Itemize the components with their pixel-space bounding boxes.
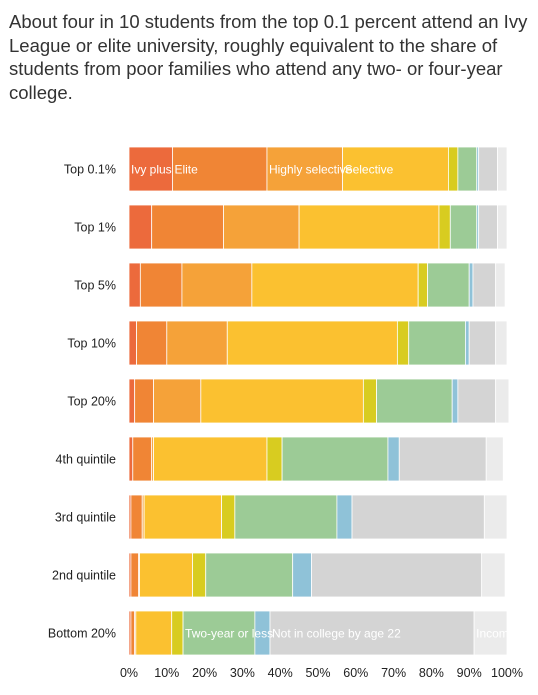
bar-segment <box>457 378 497 424</box>
segment-label: Highly selective <box>269 163 353 177</box>
x-tick-label: 50% <box>305 666 330 680</box>
bar-segment <box>481 552 506 598</box>
bar-segment <box>495 378 510 424</box>
bar-segment <box>135 610 173 656</box>
bar-segment <box>266 146 343 192</box>
bar-segment <box>143 494 223 540</box>
category-label: Top 20% <box>67 395 116 409</box>
bar-segment <box>396 320 410 366</box>
bar-segment <box>223 204 300 250</box>
bar-segment <box>298 204 440 250</box>
category-label: 2nd quintile <box>52 569 116 583</box>
bar-segment <box>134 378 154 424</box>
segment-label: Ivy plus <box>131 163 172 177</box>
bar-segment <box>139 552 193 598</box>
segment-label: Selective <box>345 163 394 177</box>
bar-segment <box>497 204 508 250</box>
chart-headline: About four in 10 students from the top 0… <box>9 11 528 103</box>
bar-segment <box>495 262 506 308</box>
bar-segment <box>483 494 508 540</box>
x-tick-label: 40% <box>268 666 293 680</box>
bar-segment <box>128 262 141 308</box>
bar-segment <box>130 610 136 656</box>
category-label: Top 1% <box>74 221 116 235</box>
bar-segment <box>136 320 168 366</box>
bar-segment <box>172 146 268 192</box>
bar-segment <box>468 320 497 366</box>
x-tick-label: 0% <box>120 666 138 680</box>
bar-segment <box>128 378 136 424</box>
bar-segment <box>130 552 139 598</box>
x-tick-label: 60% <box>343 666 368 680</box>
bar-segment <box>408 320 466 366</box>
bar-segment <box>478 204 498 250</box>
x-tick-label: 90% <box>457 666 482 680</box>
bar-segment <box>292 552 312 598</box>
bar-segment <box>151 204 224 250</box>
category-label: 4th quintile <box>56 453 117 467</box>
segment-label: Elite <box>174 163 198 177</box>
bar-segment <box>311 552 483 598</box>
segment-label: Not in college by age 22 <box>272 627 401 641</box>
bar-segment <box>139 262 183 308</box>
bar-segment <box>362 378 377 424</box>
segment-label: Two-year or less <box>185 627 273 641</box>
bar-segment <box>485 436 504 482</box>
bar-segment <box>205 552 294 598</box>
x-tick-label: 100% <box>491 666 523 680</box>
x-tick-label: 30% <box>230 666 255 680</box>
bar-segment <box>166 320 228 366</box>
bar-segment <box>376 378 453 424</box>
x-tick-label: 10% <box>154 666 179 680</box>
bar-segment <box>427 262 470 308</box>
bar-segment <box>132 436 153 482</box>
bar-segment <box>438 204 451 250</box>
x-tick-label: 70% <box>381 666 406 680</box>
bar-segment <box>449 204 478 250</box>
bar-segment <box>130 494 143 540</box>
bar-segment <box>251 262 419 308</box>
bar-segment <box>266 436 283 482</box>
bar-segment <box>465 320 470 366</box>
bar-segment <box>468 262 474 308</box>
bar-segment <box>497 146 508 192</box>
bar-segment <box>281 436 389 482</box>
bar-segment <box>351 494 485 540</box>
bar-segment <box>200 378 364 424</box>
bar-segment <box>336 494 353 540</box>
category-label: Top 0.1% <box>64 163 116 177</box>
bar-segment <box>171 610 184 656</box>
bar-segment <box>234 494 338 540</box>
bar-segment <box>451 378 459 424</box>
bar-segment <box>473 610 508 656</box>
bar-segment <box>472 262 497 308</box>
category-label: Top 10% <box>67 337 116 351</box>
bar-segment <box>398 436 487 482</box>
bar-segment <box>448 146 459 192</box>
segment-label: Incomplete <box>476 627 535 641</box>
category-label: Top 5% <box>74 279 116 293</box>
bar-segment <box>128 204 153 250</box>
bar-segment <box>181 262 253 308</box>
bar-segment <box>478 146 498 192</box>
bar-segment <box>182 610 256 656</box>
bar-segment <box>192 552 207 598</box>
bar-segment <box>128 320 137 366</box>
bar-segment <box>221 494 236 540</box>
bar-segment <box>387 436 400 482</box>
bar-segment <box>226 320 398 366</box>
bar-segment <box>269 610 475 656</box>
x-tick-label: 80% <box>419 666 444 680</box>
x-tick-label: 20% <box>192 666 217 680</box>
bar-segment <box>342 146 449 192</box>
category-label: Bottom 20% <box>48 627 116 641</box>
bar-segment <box>457 146 478 192</box>
category-label: 3rd quintile <box>55 511 116 525</box>
bar-segment <box>153 378 202 424</box>
bar-segment <box>495 320 508 366</box>
bar-segment <box>128 436 134 482</box>
bar-segment <box>417 262 429 308</box>
bar-segment <box>153 436 268 482</box>
